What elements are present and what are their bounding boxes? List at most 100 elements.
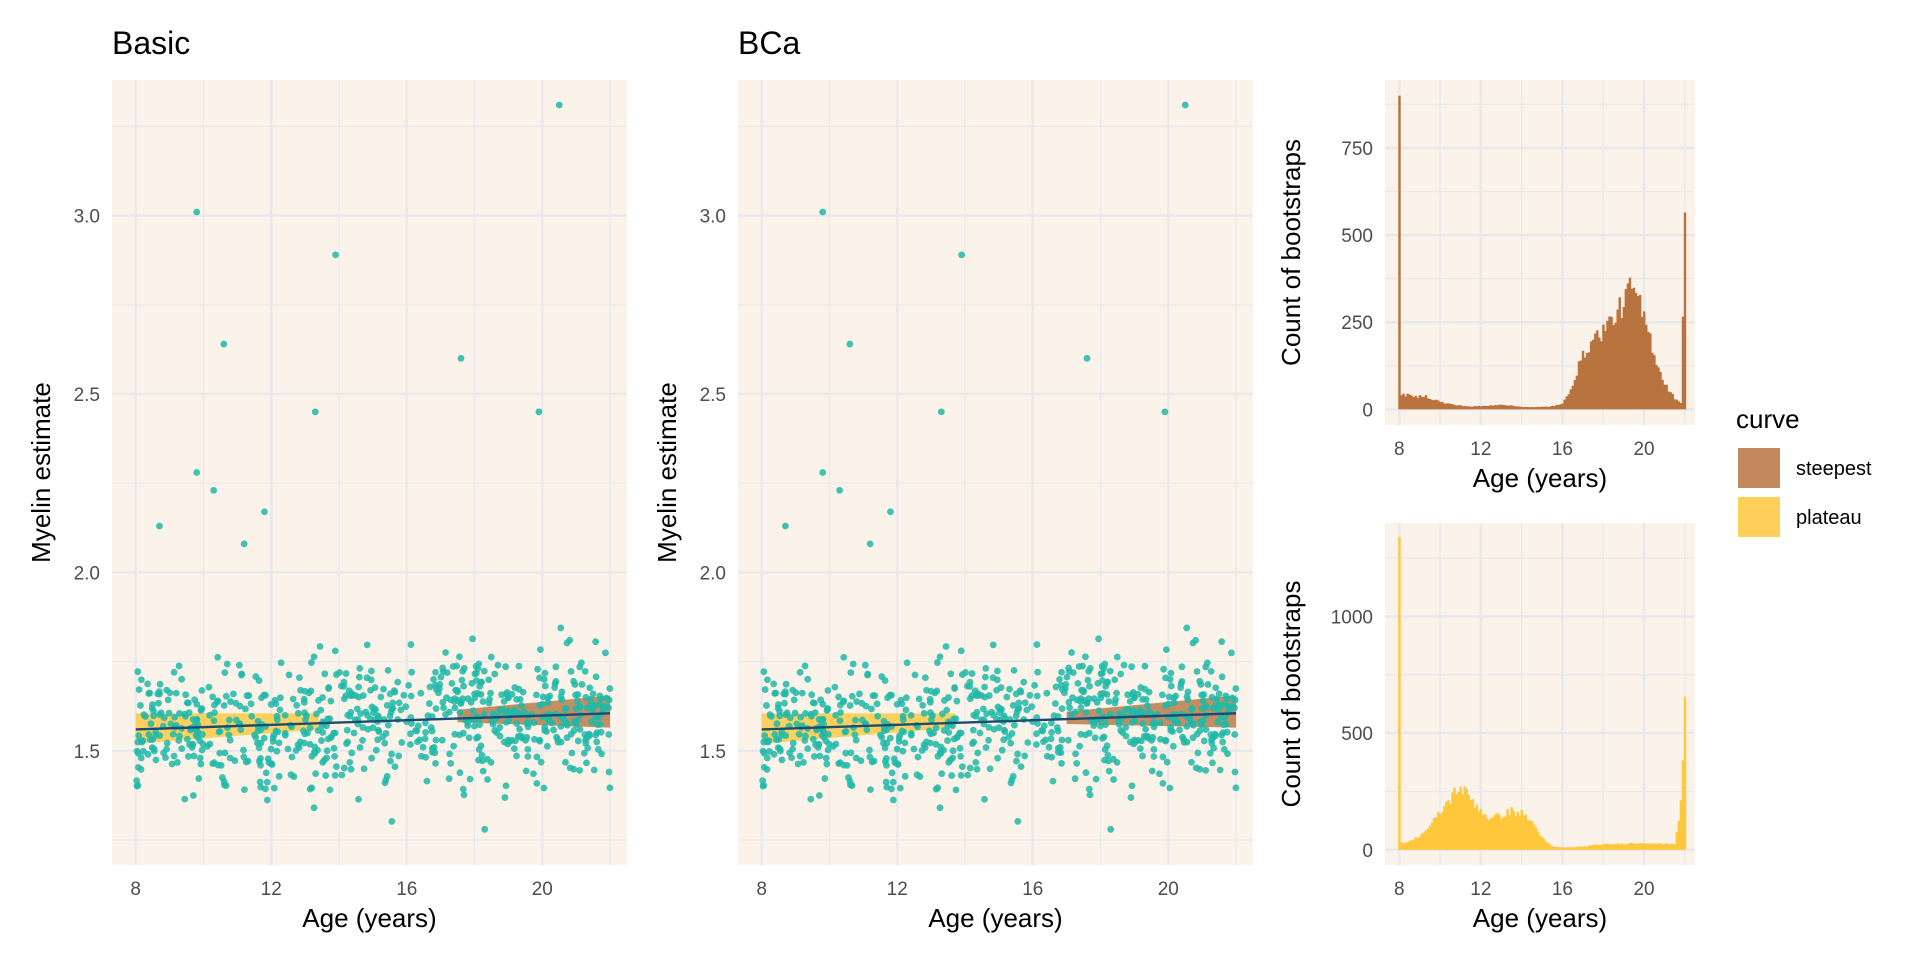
data-point	[235, 661, 243, 669]
histogram-bar	[1514, 406, 1517, 410]
histogram-bar	[1655, 843, 1658, 850]
x-tick-label: 12	[1470, 439, 1491, 460]
data-point	[1189, 719, 1197, 727]
histogram-bar	[1479, 808, 1483, 850]
y-tick-label: 750	[1341, 139, 1373, 160]
data-point	[1113, 653, 1121, 661]
histogram-bar	[1449, 403, 1452, 410]
histogram-bar	[1616, 843, 1619, 850]
x-tick-labels: 8 12 16 20	[1394, 879, 1655, 900]
data-point	[791, 709, 799, 717]
histogram-bar	[1538, 835, 1542, 850]
data-point	[816, 752, 824, 760]
data-point	[300, 698, 308, 706]
histogram-bar	[1634, 292, 1638, 410]
data-point	[225, 731, 233, 739]
data-point	[151, 747, 158, 755]
data-point	[974, 690, 982, 697]
histogram-bar	[1432, 400, 1436, 410]
histogram-bar	[1600, 844, 1603, 850]
x-tick-label: 8	[1394, 879, 1405, 900]
data-point	[273, 712, 281, 720]
data-point	[407, 692, 415, 700]
data-point	[1226, 705, 1233, 713]
histogram-bar	[1530, 821, 1534, 850]
data-point	[602, 649, 609, 657]
histogram-bar	[1677, 820, 1681, 850]
data-point	[477, 742, 485, 750]
histogram-bars	[1398, 537, 1687, 850]
x-tick-label: 16	[1022, 879, 1043, 900]
data-point	[1185, 715, 1193, 723]
data-point	[1048, 719, 1055, 727]
histogram-bar	[1567, 394, 1570, 410]
data-point	[381, 779, 389, 787]
data-point	[457, 354, 465, 362]
data-point	[1065, 698, 1073, 706]
data-point	[1228, 649, 1235, 657]
histogram-bar	[1640, 843, 1644, 850]
data-point	[1144, 734, 1152, 742]
data-point	[496, 724, 504, 731]
data-point	[1198, 705, 1206, 713]
data-point	[209, 760, 217, 767]
data-point	[384, 666, 392, 674]
data-point	[456, 769, 464, 777]
data-point	[295, 674, 303, 682]
x-tick-label: 16	[1552, 879, 1573, 900]
data-point	[330, 729, 338, 737]
y-tick-label: 1.5	[74, 742, 100, 763]
data-point	[240, 746, 247, 754]
fit-line-group	[761, 712, 1237, 731]
data-point	[1104, 751, 1112, 759]
histogram-bar	[1487, 405, 1491, 410]
data-point	[1204, 681, 1212, 688]
data-point	[559, 715, 567, 723]
data-point	[421, 735, 429, 743]
data-point	[538, 700, 546, 708]
histogram-bar	[1592, 339, 1595, 410]
data-point	[1091, 734, 1099, 742]
histogram-bar	[1518, 815, 1522, 850]
histogram-bar	[1675, 832, 1679, 850]
data-point	[163, 745, 170, 753]
x-axis-title: Age (years)	[1473, 463, 1607, 493]
histogram-bar	[1455, 794, 1458, 850]
data-point	[198, 746, 206, 754]
data-point	[134, 781, 142, 789]
data-point	[592, 673, 600, 681]
data-point	[798, 689, 806, 697]
data-point	[1059, 686, 1066, 693]
data-point	[146, 736, 154, 744]
data-point	[518, 734, 526, 742]
histogram-bar	[1553, 846, 1556, 850]
data-point	[469, 707, 477, 715]
histogram-bar	[1594, 844, 1597, 850]
histogram-bar	[1463, 786, 1466, 850]
data-point	[145, 690, 153, 697]
histogram-bar	[1416, 838, 1420, 850]
data-point	[902, 706, 910, 714]
histogram-bar	[1575, 846, 1579, 850]
data-point	[184, 699, 192, 707]
data-point	[1098, 669, 1106, 677]
data-point	[1130, 740, 1138, 748]
data-point	[386, 712, 394, 720]
fit-line-group	[135, 712, 611, 731]
data-point	[1188, 758, 1195, 766]
histogram-bar	[1636, 843, 1640, 850]
data-point	[815, 792, 823, 799]
data-point	[1167, 682, 1175, 690]
data-point	[1120, 661, 1128, 669]
data-point	[275, 739, 283, 747]
data-point	[555, 101, 563, 109]
histogram-bar	[1561, 847, 1564, 850]
data-point	[951, 685, 958, 692]
histogram-bar	[1496, 813, 1499, 850]
data-point	[1192, 764, 1200, 772]
data-point	[438, 736, 446, 744]
data-point	[137, 754, 145, 762]
data-point	[809, 735, 817, 743]
histogram-bar	[1404, 842, 1407, 850]
data-point	[1077, 730, 1085, 738]
